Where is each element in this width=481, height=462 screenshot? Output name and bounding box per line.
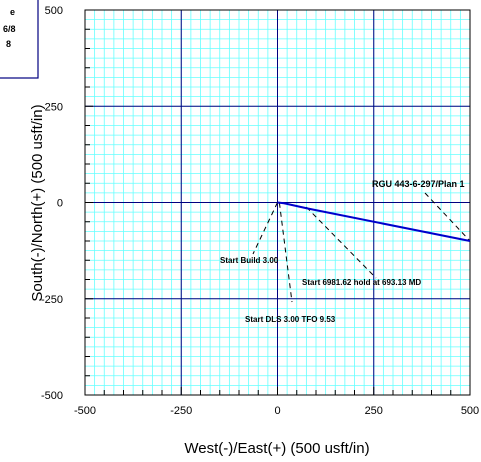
legend-line-1: e [10, 7, 15, 17]
axis-ticks [84, 9, 471, 396]
legend-line-3: 8 [6, 39, 11, 49]
series-label: RGU 443-6-297/Plan 1 [372, 179, 465, 189]
annotation-label: Start Build 3.00 [220, 256, 279, 265]
x-tick-label: 0 [274, 405, 280, 417]
legend-box: e 6/8 8 [0, 0, 39, 79]
x-axis-title: West(-)/East(+) (500 usft/in) [184, 440, 369, 457]
y-tick-label: -500 [41, 390, 63, 402]
annotation-leader [252, 202, 278, 255]
x-tick-label: -500 [74, 405, 96, 417]
well-path-line [277, 201, 471, 242]
x-tick-label: -250 [170, 405, 192, 417]
annotation-label: Start DLS 3.00 TFO 9.53 [245, 315, 336, 324]
y-tick-label: 250 [45, 101, 63, 113]
x-tick-label: 250 [365, 405, 383, 417]
annotation-leaders [252, 192, 471, 303]
x-tick-label: 500 [461, 405, 479, 417]
annotation-label: Start 6981.62 hold at 693.13 MD [302, 278, 421, 287]
y-tick-label: -250 [41, 294, 63, 306]
annotation-leader [278, 202, 293, 303]
annotations: Start Build 3.00 Start 6981.62 hold at 69… [220, 256, 421, 324]
legend-line-2: 6/8 [3, 24, 16, 34]
annotation-leader [306, 206, 377, 279]
axis-tick-labels: -500 -250 0 250 500 500 250 0 -250 -500 [41, 5, 479, 417]
series-label-leader [424, 192, 471, 242]
y-axis-title: South(-)/North(+) (500 usft/in) [29, 104, 46, 301]
y-tick-label: 500 [45, 5, 63, 17]
y-tick-label: 0 [57, 198, 63, 210]
